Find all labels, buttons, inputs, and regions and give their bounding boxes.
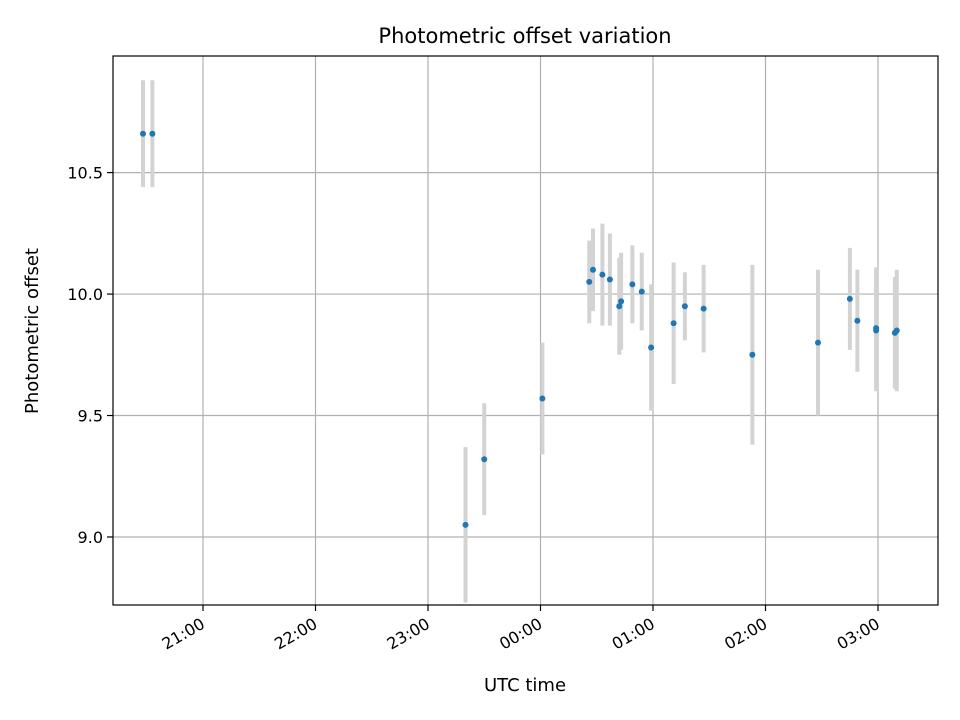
data-point bbox=[893, 327, 900, 334]
y-tick-label: 10.5 bbox=[67, 164, 103, 183]
point-layer bbox=[140, 130, 900, 528]
data-point bbox=[539, 395, 546, 402]
data-point bbox=[854, 317, 861, 324]
y-axis-title: Photometric offset bbox=[22, 248, 43, 414]
data-point bbox=[629, 281, 636, 288]
data-point bbox=[638, 288, 645, 295]
y-tick-label: 10.0 bbox=[67, 285, 103, 304]
data-point bbox=[670, 320, 677, 327]
x-axis-title: UTC time bbox=[484, 675, 566, 696]
data-point bbox=[462, 521, 469, 528]
data-point bbox=[606, 276, 613, 283]
data-point bbox=[149, 130, 156, 137]
data-point bbox=[618, 298, 625, 305]
y-tick-label: 9.5 bbox=[78, 407, 103, 426]
data-point bbox=[681, 303, 688, 310]
data-point bbox=[586, 278, 593, 285]
data-point bbox=[846, 295, 853, 302]
data-point bbox=[481, 456, 488, 463]
grid-layer bbox=[113, 56, 938, 605]
data-point bbox=[140, 130, 146, 137]
chart-title: Photometric offset variation bbox=[378, 24, 671, 48]
data-point bbox=[599, 271, 606, 278]
data-point bbox=[648, 344, 655, 351]
plot-frame bbox=[112, 55, 939, 606]
data-point bbox=[873, 325, 880, 332]
y-axis-ticks: 9.0 9.5 10.0 10.5 bbox=[67, 164, 113, 547]
y-tick-label: 9.0 bbox=[78, 528, 103, 547]
data-point bbox=[700, 305, 707, 312]
data-point bbox=[815, 339, 821, 346]
data-point bbox=[616, 303, 623, 310]
data-point bbox=[749, 351, 756, 358]
data-point bbox=[590, 266, 596, 273]
